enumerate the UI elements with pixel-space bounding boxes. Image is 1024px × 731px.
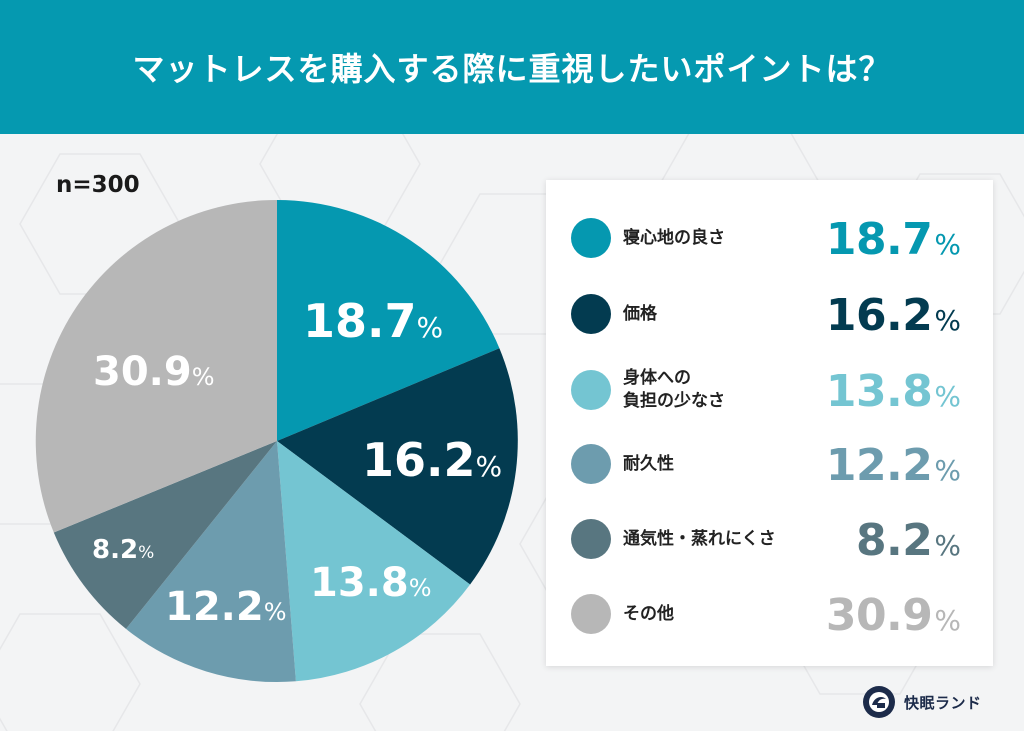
title-banner: マットレスを購入する際に重視したいポイントは？ — [0, 0, 1024, 134]
legend-label: 通気性・蒸れにくさ — [623, 528, 776, 549]
pie-slice-price — [277, 348, 518, 585]
legend-item-body-burden: 身体への 負担の少なさ 13.8% — [546, 360, 993, 420]
legend: 寝心地の良さ 18.7% 価格 16.2% 身体への 負担の少なさ 13.8% … — [546, 180, 993, 666]
legend-item-price: 価格 16.2% — [546, 284, 993, 344]
brand-logo-icon — [863, 686, 895, 718]
pie-slice-breathability — [53, 441, 277, 629]
legend-value: 8.2% — [855, 515, 961, 566]
pie-slice-comfort — [277, 200, 500, 441]
legend-value: 16.2% — [825, 290, 961, 341]
legend-value: 30.9% — [825, 590, 961, 641]
brand-name: 快眠ランド — [904, 693, 982, 712]
legend-item-durability: 耐久性 12.2% — [546, 434, 993, 494]
pie-label-breathability: 8.2% — [92, 535, 154, 565]
chart-title: マットレスを購入する際に重視したいポイントは？ — [132, 50, 892, 88]
legend-label: その他 — [623, 603, 674, 624]
legend-value: 12.2% — [825, 440, 961, 491]
legend-swatch — [571, 294, 611, 334]
pie-slice-body-burden — [277, 441, 471, 682]
pie-slice-other — [35, 199, 278, 533]
legend-swatch — [571, 594, 611, 634]
legend-swatch — [571, 519, 611, 559]
legend-label: 寝心地の良さ — [623, 227, 725, 248]
legend-value: 13.8% — [825, 366, 961, 417]
pie-label-price: 16.2% — [362, 433, 502, 487]
legend-item-comfort: 寝心地の良さ 18.7% — [546, 208, 993, 268]
legend-swatch — [571, 444, 611, 484]
pie-label-comfort: 18.7% — [303, 294, 443, 348]
pie-label-body-burden: 13.8% — [310, 560, 432, 606]
legend-label: 耐久性 — [623, 453, 674, 474]
pie-slice-durability — [126, 441, 296, 683]
legend-item-breathability: 通気性・蒸れにくさ 8.2% — [546, 509, 993, 569]
legend-value: 18.7% — [825, 214, 961, 265]
pie-label-durability: 12.2% — [165, 584, 287, 630]
pie-label-other: 30.9% — [93, 349, 215, 395]
legend-item-other: その他 30.9% — [546, 584, 993, 644]
brand-watermark: 快眠ランド — [862, 684, 982, 720]
legend-label: 価格 — [623, 303, 657, 324]
legend-swatch — [571, 218, 611, 258]
sample-size-label: n=300 — [56, 172, 140, 198]
legend-swatch — [571, 370, 611, 410]
legend-label: 身体への 負担の少なさ — [623, 368, 725, 411]
